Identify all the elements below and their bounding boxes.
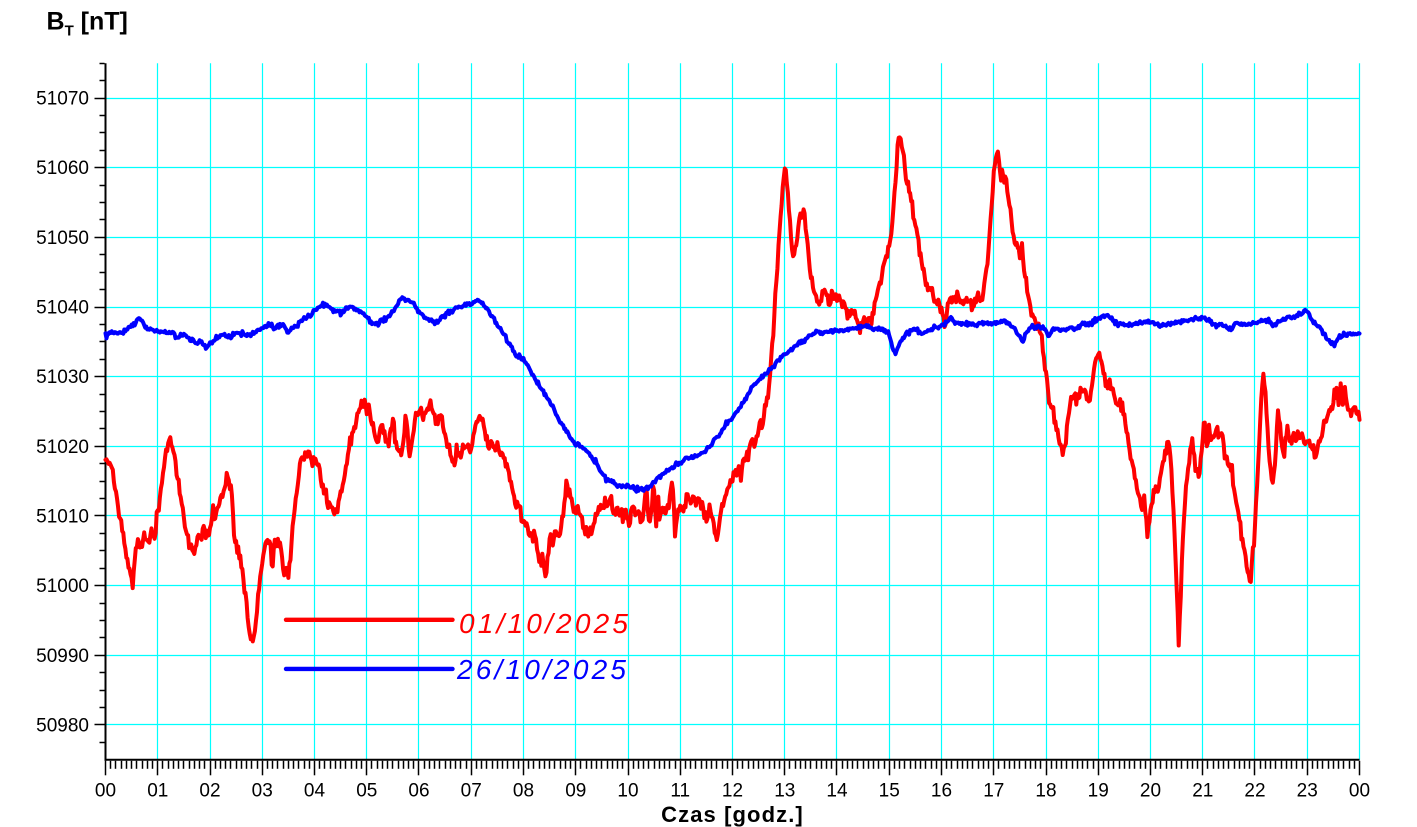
svg-text:20: 20 <box>1140 781 1161 802</box>
svg-text:12: 12 <box>722 781 743 802</box>
svg-text:51000: 51000 <box>36 576 89 597</box>
svg-text:17: 17 <box>983 781 1004 802</box>
svg-text:03: 03 <box>252 781 273 802</box>
svg-text:08: 08 <box>513 781 534 802</box>
svg-text:51020: 51020 <box>36 437 89 458</box>
svg-text:Czas [godz.]: Czas [godz.] <box>661 802 804 827</box>
svg-text:09: 09 <box>565 781 586 802</box>
svg-text:15: 15 <box>879 781 900 802</box>
svg-text:19: 19 <box>1088 781 1109 802</box>
svg-text:16: 16 <box>931 781 952 802</box>
svg-text:23: 23 <box>1297 781 1318 802</box>
svg-text:50980: 50980 <box>36 716 89 737</box>
svg-text:04: 04 <box>304 781 326 802</box>
svg-text:01/10/2025: 01/10/2025 <box>459 608 631 639</box>
svg-text:06: 06 <box>408 781 429 802</box>
svg-text:51030: 51030 <box>36 367 89 388</box>
svg-text:51060: 51060 <box>36 158 89 179</box>
svg-text:50990: 50990 <box>36 646 89 667</box>
svg-text:01: 01 <box>147 781 168 802</box>
svg-text:10: 10 <box>617 781 638 802</box>
svg-text:BT [nT]: BT [nT] <box>47 8 128 40</box>
svg-text:02: 02 <box>199 781 220 802</box>
svg-text:22: 22 <box>1244 781 1265 802</box>
svg-text:00: 00 <box>95 781 116 802</box>
svg-text:13: 13 <box>774 781 795 802</box>
svg-text:51070: 51070 <box>36 89 89 110</box>
svg-text:51010: 51010 <box>36 507 89 528</box>
svg-text:07: 07 <box>461 781 482 802</box>
svg-text:05: 05 <box>356 781 377 802</box>
svg-text:00: 00 <box>1349 781 1370 802</box>
svg-text:26/10/2025: 26/10/2025 <box>456 654 629 685</box>
svg-text:18: 18 <box>1035 781 1056 802</box>
svg-text:14: 14 <box>826 781 848 802</box>
svg-text:51040: 51040 <box>36 298 89 319</box>
svg-text:21: 21 <box>1192 781 1213 802</box>
svg-text:51050: 51050 <box>36 228 89 249</box>
svg-text:11: 11 <box>670 781 690 802</box>
